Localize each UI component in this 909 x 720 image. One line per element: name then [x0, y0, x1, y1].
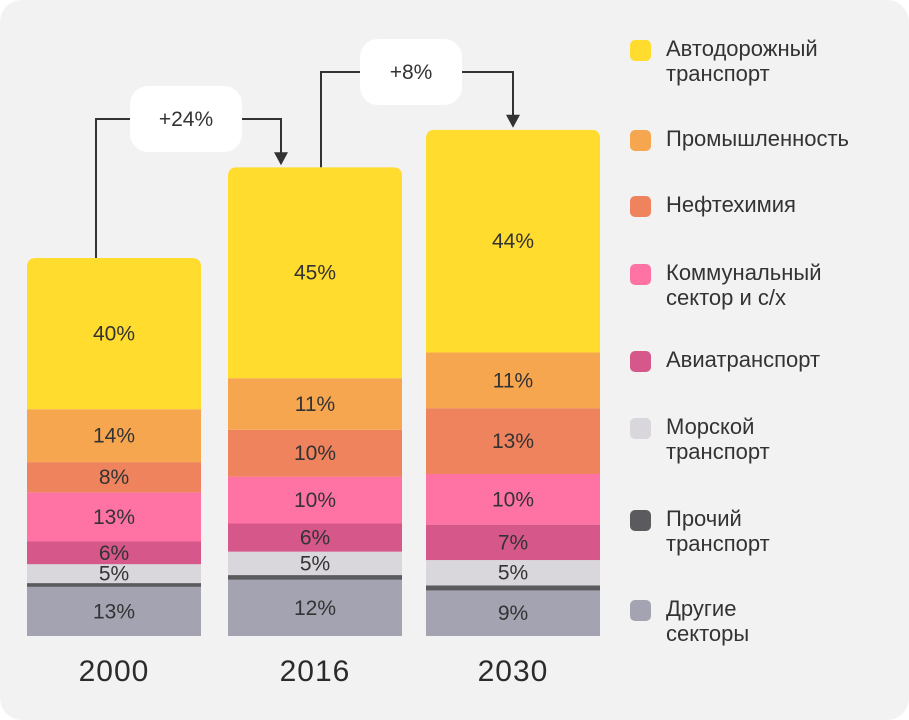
data-label: 11% — [493, 369, 533, 392]
data-label: 10% — [492, 488, 534, 511]
data-label: 45% — [294, 262, 336, 285]
bar-segment — [426, 590, 600, 636]
bar-segment — [27, 583, 201, 587]
bar-segment — [228, 551, 402, 576]
growth-annotation: +8% — [320, 39, 520, 168]
bar-segment — [426, 474, 600, 525]
growth-annotation: +24% — [95, 86, 288, 258]
bar-segment — [27, 492, 201, 542]
growth-label: +8% — [390, 61, 433, 84]
legend-label: Авиатранспорт — [666, 347, 821, 372]
bar-segment — [426, 408, 600, 475]
bar-segment — [228, 579, 402, 636]
bar-segment — [426, 129, 600, 353]
bar-segment — [27, 258, 201, 410]
legend-swatch — [630, 196, 651, 217]
bar-segment — [228, 167, 402, 379]
growth-badge — [130, 86, 242, 152]
bar-segment — [228, 523, 402, 552]
data-label: 8% — [99, 466, 129, 489]
data-label: 12% — [294, 597, 336, 620]
legend-item: Прочий транспорт — [630, 506, 900, 556]
data-label: 10% — [294, 489, 336, 512]
legend-label: Морской транспорт — [666, 414, 770, 464]
legend-swatch — [630, 130, 651, 151]
legend-swatch — [630, 510, 651, 531]
legend-item: Морской транспорт — [630, 414, 900, 464]
bar-segment — [228, 378, 402, 430]
legend-label: Другие секторы — [666, 596, 750, 646]
data-label: 13% — [93, 600, 135, 623]
bar-segment — [27, 409, 201, 463]
data-label: 13% — [492, 430, 534, 453]
bar-segment — [426, 524, 600, 561]
bar-segment — [228, 575, 402, 580]
bar-2030 — [426, 129, 600, 636]
data-label: 5% — [498, 562, 528, 585]
bar-segment — [228, 429, 402, 477]
legend-swatch — [630, 600, 651, 621]
legend-item: Авиатранспорт — [630, 347, 900, 372]
legend-label: Коммунальный сектор и с/х — [666, 260, 822, 310]
arrow-head-icon — [506, 114, 520, 128]
bar-segment — [426, 352, 600, 409]
legend-item: Коммунальный сектор и с/х — [630, 260, 900, 310]
bar-segment — [426, 585, 600, 591]
legend-item: Нефтехимия — [630, 192, 900, 217]
bar-segment — [426, 560, 600, 586]
legend-label: Автодорожный транспорт — [666, 36, 818, 86]
legend-label: Прочий транспорт — [666, 506, 770, 556]
legend-swatch — [630, 264, 651, 285]
legend-item: Автодорожный транспорт — [630, 36, 900, 86]
bar-2016 — [228, 167, 402, 636]
data-label: 6% — [300, 527, 330, 550]
legend-label: Промышленность — [666, 126, 850, 151]
x-tick-label: 2030 — [478, 655, 549, 688]
data-label: 6% — [99, 542, 129, 565]
data-label: 40% — [93, 323, 135, 346]
growth-badge — [360, 39, 462, 105]
legend-item: Промышленность — [630, 126, 900, 151]
data-label: 5% — [99, 563, 129, 586]
legend-swatch — [630, 40, 651, 61]
data-label: 7% — [498, 531, 528, 554]
data-label: 5% — [300, 552, 330, 575]
data-label: 10% — [294, 442, 336, 465]
bar-segment — [228, 476, 402, 524]
legend-label: Нефтехимия — [666, 192, 796, 217]
bar-2000 — [27, 258, 201, 636]
data-label: 13% — [93, 506, 135, 529]
bar-segment — [27, 462, 201, 493]
data-label: 14% — [93, 425, 135, 448]
data-label: 11% — [295, 393, 335, 416]
legend-swatch — [630, 351, 651, 372]
data-label: 44% — [492, 230, 534, 253]
arrow-head-icon — [274, 152, 288, 166]
legend-item: Другие секторы — [630, 596, 900, 646]
x-tick-label: 2000 — [79, 655, 150, 688]
bar-segment — [27, 586, 201, 636]
growth-label: +24% — [159, 108, 213, 131]
bar-segment — [27, 541, 201, 565]
bar-segment — [27, 564, 201, 584]
data-label: 9% — [498, 602, 528, 625]
legend-swatch — [630, 418, 651, 439]
x-tick-label: 2016 — [280, 655, 351, 688]
